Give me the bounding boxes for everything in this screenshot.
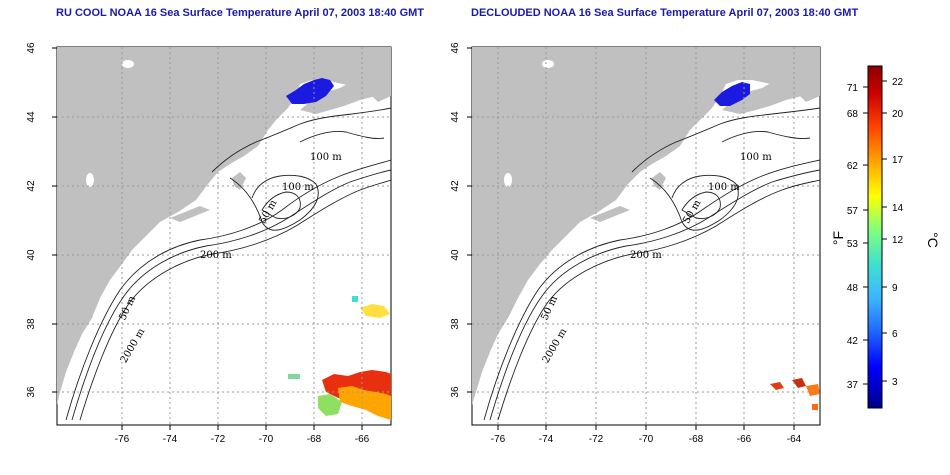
colorbar-c-12: 12 [892, 235, 904, 246]
colorbar-f-68: 68 [847, 109, 859, 120]
left-ytick-38: 38 [26, 318, 37, 330]
left-orange-sst-patch [338, 386, 391, 420]
colorbar-f-57: 57 [847, 206, 859, 217]
left-bathymetry-contours [65, 107, 391, 421]
left-cape-cod [232, 172, 246, 190]
left-contour-100m-b: 100 m [282, 182, 314, 193]
left-land-mass [57, 47, 391, 405]
left-cold-water-patch [286, 78, 334, 104]
colorbar-c-22: 22 [892, 77, 904, 88]
left-lake [122, 60, 134, 68]
left-grid [57, 47, 391, 425]
right-contour-200m: 200 m [630, 250, 662, 261]
right-xtick-2: -74 [539, 434, 554, 445]
right-ytick-42: 42 [450, 180, 461, 192]
right-xtick-6: -66 [737, 434, 752, 445]
right-warm-sst-patch-c [806, 384, 820, 396]
colorbar-f-37: 37 [847, 380, 859, 391]
left-ytick-36: 36 [26, 386, 37, 398]
left-ytick-44: 44 [26, 111, 37, 123]
right-xtick-5: -68 [689, 434, 704, 445]
left-contour-200m: 200 m [200, 250, 232, 261]
colorbar-f-53: 53 [847, 239, 859, 250]
colorbar-f-62: 62 [847, 161, 859, 172]
left-map-title: RU COOL NOAA 16 Sea Surface Temperature … [56, 7, 425, 19]
colorbar-ticks [863, 80, 887, 385]
right-contour-100m-a: 100 m [740, 152, 772, 163]
right-ytick-46: 46 [450, 42, 461, 54]
right-map-panel: 100 m 100 m 50 m 200 m 50 m 2000 m -76 -… [450, 42, 821, 445]
left-xtick-2: -74 [163, 434, 178, 445]
right-xtick-1: -76 [491, 434, 506, 445]
right-contour-100m-b: 100 m [708, 182, 740, 193]
right-long-island [590, 206, 630, 222]
right-ytick-40: 40 [450, 249, 461, 261]
left-ytick-46: 46 [26, 42, 37, 54]
colorbar-c-17: 17 [892, 155, 904, 166]
right-xtick-3: -72 [589, 434, 604, 445]
colorbar-c-20: 20 [892, 109, 904, 120]
colorbar-fahrenheit-unit: °F [830, 231, 846, 245]
colorbar-f-42: 42 [847, 336, 859, 347]
colorbar: 71 68 62 57 53 48 42 37 22 20 17 14 12 9… [830, 65, 941, 409]
left-ytick-42: 42 [26, 180, 37, 192]
left-xtick-1: -76 [115, 434, 130, 445]
right-cold-water-patch [714, 82, 750, 106]
right-lake [542, 60, 554, 68]
colorbar-celsius-unit: °C [925, 232, 941, 248]
colorbar-c-6: 6 [892, 329, 898, 340]
colorbar-c-9: 9 [892, 283, 898, 294]
colorbar-c-14: 14 [892, 203, 904, 214]
left-contour-100m-a: 100 m [310, 152, 342, 163]
colorbar-f-71: 71 [847, 83, 859, 94]
right-axis-ticks [467, 47, 795, 430]
right-ytick-36: 36 [450, 386, 461, 398]
left-long-island [170, 206, 210, 222]
right-nova-scotia [722, 60, 820, 114]
right-ytick-44: 44 [450, 111, 461, 123]
left-ytick-40: 40 [26, 249, 37, 261]
right-bathymetry-contours [483, 107, 820, 421]
left-small-patch [288, 374, 300, 379]
right-xtick-4: -70 [639, 434, 654, 445]
right-xtick-7: -64 [787, 434, 802, 445]
left-xtick-5: -68 [307, 434, 322, 445]
right-grid [472, 47, 820, 425]
left-map-panel: 100 m 100 m 50 m 200 m 50 m 2000 m -76 -… [26, 42, 392, 445]
right-land-mass [472, 47, 820, 405]
right-warm-sst-patch-a [770, 382, 784, 390]
left-cyan-patch [352, 296, 358, 302]
right-lake-2 [504, 173, 512, 187]
colorbar-f-48: 48 [847, 283, 859, 294]
left-xtick-4: -70 [259, 434, 274, 445]
colorbar-c-3: 3 [892, 377, 898, 388]
left-lake-2 [86, 173, 94, 187]
left-xtick-3: -72 [211, 434, 226, 445]
right-warm-sst-patch-d [812, 404, 818, 410]
colorbar-gradient [867, 65, 883, 409]
right-ytick-38: 38 [450, 318, 461, 330]
right-warm-sst-patch-b [792, 378, 806, 388]
right-map-title: DECLOUDED NOAA 16 Sea Surface Temperatur… [471, 7, 859, 19]
right-cape-cod [652, 172, 666, 190]
left-nova-scotia [300, 62, 391, 114]
left-yellow-sst-patch [360, 304, 390, 318]
left-green-sst-patch [318, 394, 342, 416]
left-axis-ticks [52, 47, 363, 430]
left-xtick-6: -66 [355, 434, 370, 445]
